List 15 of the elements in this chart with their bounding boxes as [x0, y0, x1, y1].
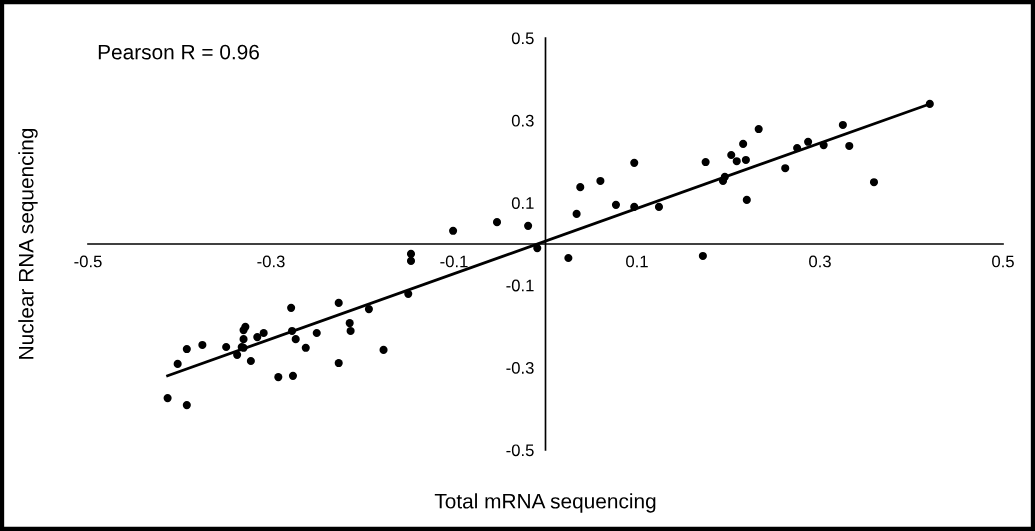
y-axis-title: Nuclear RNA sequencing [18, 128, 38, 359]
annotation: Pearson R = 0.96 [98, 44, 259, 60]
y-tick-label: 0.1 [511, 197, 534, 209]
x-tick-label: -0.3 [257, 255, 285, 268]
y-tick-label: -0.3 [506, 362, 534, 374]
x-tick-label: 0.1 [626, 255, 648, 268]
x-tick-label: 0.3 [809, 255, 831, 268]
x-tick-label: -0.5 [74, 255, 102, 268]
y-tick-label: -0.1 [506, 279, 534, 292]
y-tick-label: 0.5 [511, 32, 534, 45]
x-axis-title: Total mRNA sequencing [434, 493, 656, 513]
x-tick-label: 0.5 [992, 255, 1014, 268]
x-tick-label: -0.1 [440, 255, 468, 268]
y-tick-label: 0.3 [511, 114, 534, 127]
y-tick-label: -0.5 [506, 444, 534, 457]
